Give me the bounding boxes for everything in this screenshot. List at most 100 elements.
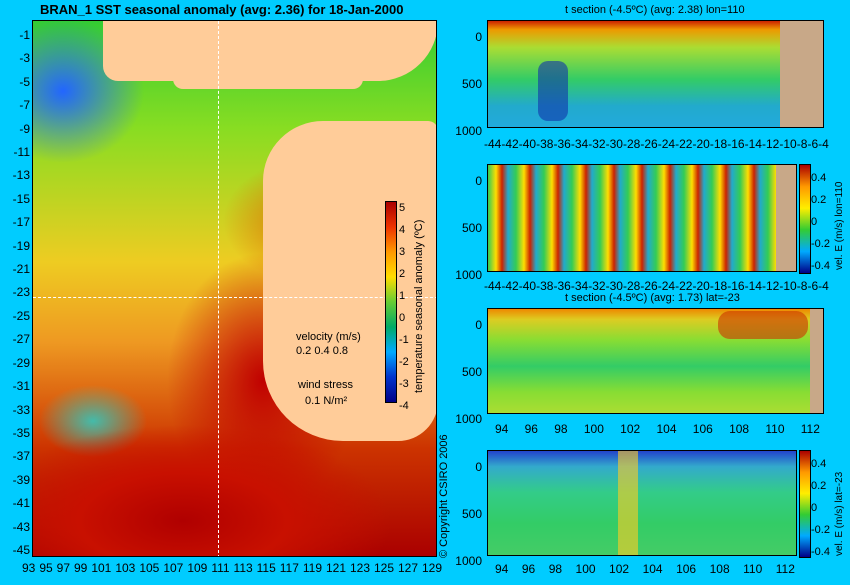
x-tick: -18 [709, 279, 728, 293]
lat-tick: -1 [19, 28, 30, 42]
x-tick: -8 [796, 279, 808, 293]
x-tick: -16 [727, 279, 745, 293]
lat-axis: -1 -3 -5 -7 -9 -11 -13 -15 -17 -19 -21 -… [0, 24, 30, 562]
depth-tick: 1000 [455, 268, 482, 282]
x-tick: 112 [800, 422, 820, 436]
x-tick: 102 [620, 422, 641, 436]
panel3-seafloor [810, 309, 823, 413]
lon-tick: 99 [73, 561, 88, 575]
lat-tick: -17 [12, 215, 30, 230]
x-tick: -42 [501, 279, 519, 293]
x-tick: -40 [518, 279, 537, 293]
cb-tick: -0.2 [811, 238, 830, 250]
panel4-colorbar [799, 450, 811, 558]
lon-tick: 129 [421, 561, 442, 575]
panel2-cb-label: vel. E (m/s) lon=110 [834, 181, 845, 270]
cb-tick: 0 [811, 216, 818, 228]
map-title: BRAN_1 SST seasonal anomaly (avg: 2.36) … [40, 2, 404, 17]
x-tick: -8 [796, 137, 808, 151]
x-tick: -44 [484, 279, 502, 293]
x-tick: 112 [775, 562, 795, 576]
lat-tick: -23 [12, 285, 30, 300]
cb-tick: 0.2 [811, 480, 827, 492]
lon-tick: 121 [325, 561, 346, 575]
panel2-colorbar [799, 164, 811, 274]
x-tick: -34 [570, 137, 589, 151]
x-tick: 98 [548, 562, 563, 576]
cb-tick: 0 [811, 502, 818, 514]
x-tick: -4 [818, 137, 829, 151]
x-tick: -28 [623, 137, 641, 151]
panel4-yaxis: 0 500 1000 [452, 444, 482, 585]
x-tick: -32 [588, 279, 606, 293]
x-tick: 94 [495, 562, 509, 576]
lon-tick: 125 [373, 561, 394, 575]
x-tick: 108 [709, 562, 730, 576]
panel1-plot [487, 20, 824, 128]
x-tick: -20 [692, 279, 710, 293]
lat-tick: -25 [12, 308, 30, 323]
cb-tick: 4 [399, 224, 406, 236]
x-tick: -30 [605, 279, 623, 293]
depth-tick: 0 [475, 174, 482, 188]
x-tick: 110 [743, 562, 763, 576]
lat-tick: -29 [12, 355, 30, 370]
lat-tick: -37 [12, 449, 30, 464]
x-tick: -34 [570, 279, 589, 293]
velocity-legend-scale: 0.2 0.4 0.8 [296, 345, 348, 357]
x-tick: -10 [779, 279, 797, 293]
cb-tick: 1 [399, 290, 406, 302]
x-tick: -36 [553, 279, 571, 293]
cb-tick: -3 [399, 378, 409, 390]
x-tick: -18 [709, 137, 728, 151]
x-tick: 96 [521, 562, 536, 576]
x-tick: 100 [583, 422, 604, 436]
x-tick: -40 [518, 137, 537, 151]
x-tick: -6 [807, 137, 819, 151]
lat-tick: -13 [12, 168, 30, 183]
x-tick: 100 [575, 562, 596, 576]
depth-tick: 1000 [455, 554, 482, 568]
x-tick: 106 [676, 562, 697, 576]
lat-tick: -7 [19, 98, 30, 113]
x-tick: -42 [501, 137, 519, 151]
x-tick: 104 [642, 562, 663, 576]
x-tick: -38 [536, 279, 554, 293]
x-tick: -26 [640, 137, 658, 151]
lon-tick: 103 [115, 561, 136, 575]
lon-tick: 105 [139, 561, 160, 575]
lat-tick: -31 [12, 379, 30, 394]
cb-tick: -4 [399, 400, 409, 412]
lat-crosshair [33, 297, 436, 298]
panel4-plot [487, 450, 797, 556]
panel1-cold-core [538, 61, 568, 121]
java-island [173, 69, 363, 89]
x-tick: -10 [779, 137, 797, 151]
sst-colorbar [385, 201, 397, 403]
x-tick: 110 [765, 422, 785, 436]
x-tick: -30 [605, 137, 623, 151]
cb-tick: 0.4 [811, 172, 827, 184]
x-tick: -22 [675, 279, 693, 293]
copyright: © Copyright CSIRO 2006 [438, 434, 450, 558]
panel3-title: t section (-4.5ºC) (avg: 1.73) lat=-23 [565, 292, 740, 304]
lat-tick: -43 [12, 519, 30, 534]
lat-tick: -27 [12, 332, 30, 347]
lat-tick: -45 [12, 542, 30, 557]
x-tick: -24 [657, 137, 676, 151]
depth-tick: 0 [475, 318, 482, 332]
panel3-plot [487, 308, 824, 414]
cb-tick: 3 [399, 246, 406, 258]
panel2-xaxis: -44 -42 -40 -38 -36 -34 -32 -30 -28 -26 … [484, 279, 829, 293]
lat-tick: -11 [13, 145, 30, 160]
x-tick: -22 [675, 137, 693, 151]
wind-legend-label: wind stress [298, 379, 354, 391]
lon-tick: 93 [22, 561, 36, 575]
lon-tick: 117 [279, 561, 299, 575]
cb-tick: 5 [399, 202, 406, 214]
x-tick: -4 [818, 279, 829, 293]
x-tick: -6 [807, 279, 819, 293]
lat-tick: -21 [12, 262, 30, 277]
lon-tick: 109 [187, 561, 208, 575]
cb-tick: -2 [399, 356, 409, 368]
